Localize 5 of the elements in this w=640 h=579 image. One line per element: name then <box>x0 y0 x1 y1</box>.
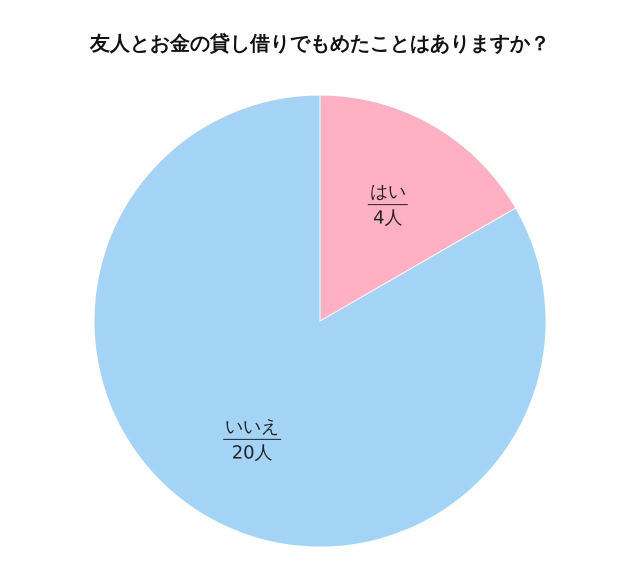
data-label: 20人 <box>232 442 273 464</box>
data-label: 4人 <box>373 208 403 229</box>
chart-title: 友人とお金の貸し借りでもめたことはありますか？ <box>89 31 550 55</box>
slice-label: いいえ <box>225 416 280 438</box>
slice-label: はい <box>370 182 406 203</box>
